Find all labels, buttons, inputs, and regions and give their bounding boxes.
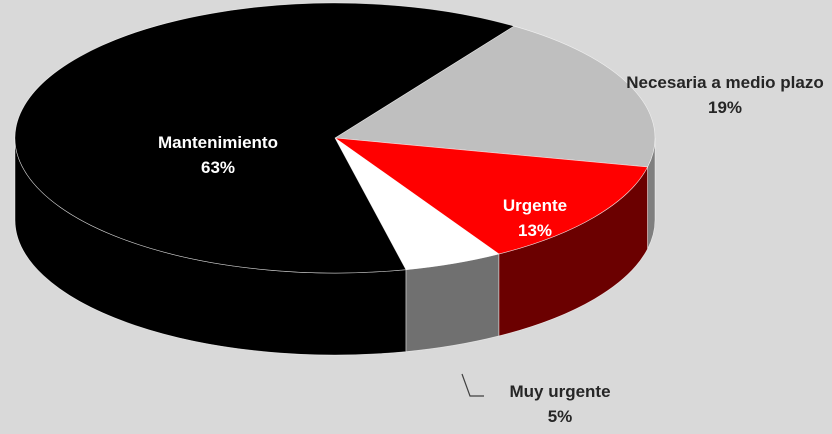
category-name: Mantenimiento <box>158 133 278 152</box>
slice <box>334 25 656 168</box>
value-label: 13% <box>517 221 553 240</box>
leader-line <box>461 373 484 397</box>
category-name: Muy urgente <box>509 382 611 401</box>
category-name: Urgente <box>502 196 568 215</box>
slice-label: Necesaria a medio plazo 19% <box>615 70 832 120</box>
value-label: 5% <box>547 407 573 426</box>
category-name: Necesaria a medio plazo <box>626 73 824 92</box>
slice-side <box>405 253 500 352</box>
slice-label: Urgente 13% <box>465 193 605 243</box>
slice <box>14 2 515 274</box>
slice-label: Mantenimiento 63% <box>118 130 318 180</box>
value-label: 19% <box>707 98 743 117</box>
value-label: 63% <box>200 158 236 177</box>
slice-label: Muy urgente 5% <box>475 379 645 429</box>
slice <box>333 137 649 255</box>
